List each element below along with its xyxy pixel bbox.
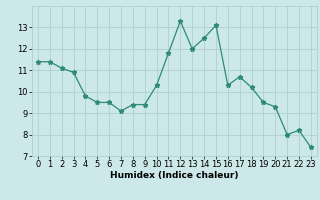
X-axis label: Humidex (Indice chaleur): Humidex (Indice chaleur) xyxy=(110,171,239,180)
